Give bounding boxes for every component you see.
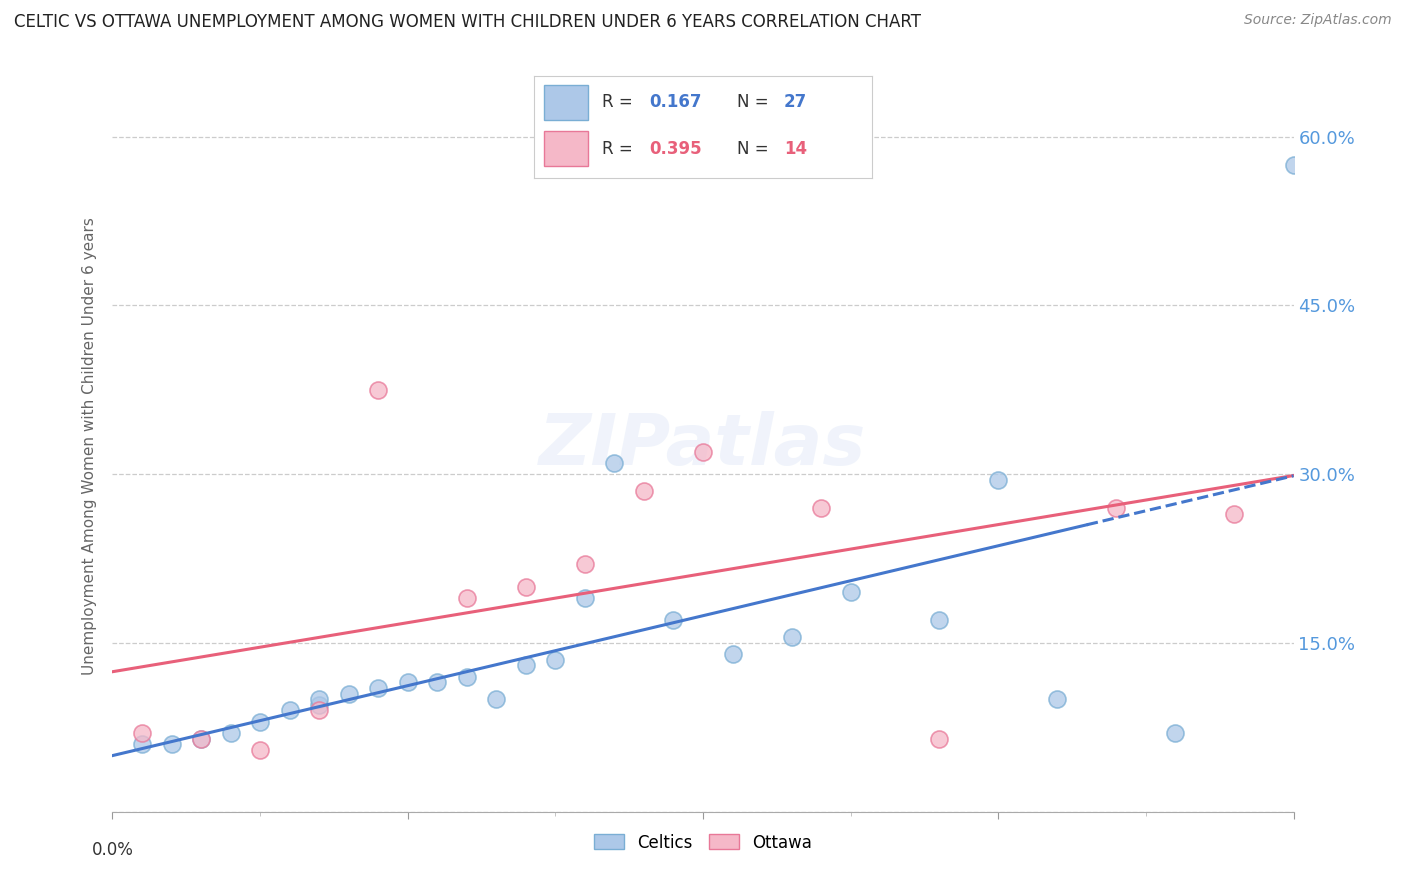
- Point: [1046, 692, 1069, 706]
- Point: [987, 473, 1010, 487]
- Point: [928, 614, 950, 628]
- Point: [367, 383, 389, 397]
- Point: [426, 675, 449, 690]
- Point: [396, 675, 419, 690]
- Bar: [544, 131, 588, 166]
- Point: [456, 670, 478, 684]
- Point: [367, 681, 389, 695]
- Text: 0.0%: 0.0%: [91, 841, 134, 859]
- Point: [603, 456, 626, 470]
- Point: [574, 557, 596, 571]
- Text: 0.167: 0.167: [650, 94, 702, 112]
- Point: [190, 731, 212, 746]
- Point: [131, 737, 153, 751]
- Text: CELTIC VS OTTAWA UNEMPLOYMENT AMONG WOMEN WITH CHILDREN UNDER 6 YEARS CORRELATIO: CELTIC VS OTTAWA UNEMPLOYMENT AMONG WOME…: [14, 13, 921, 31]
- Point: [810, 500, 832, 515]
- Text: 27: 27: [785, 94, 807, 112]
- Point: [574, 591, 596, 605]
- Point: [633, 483, 655, 498]
- Point: [308, 692, 330, 706]
- Point: [278, 703, 301, 717]
- Point: [515, 658, 537, 673]
- Point: [839, 585, 862, 599]
- Point: [692, 444, 714, 458]
- Point: [928, 731, 950, 746]
- Point: [308, 698, 330, 712]
- Text: R =: R =: [602, 94, 633, 112]
- Point: [515, 580, 537, 594]
- Point: [780, 630, 803, 644]
- Point: [544, 653, 567, 667]
- Point: [1105, 500, 1128, 515]
- Point: [485, 692, 508, 706]
- Text: N =: N =: [737, 140, 768, 158]
- Bar: [544, 85, 588, 120]
- Point: [456, 591, 478, 605]
- Point: [249, 743, 271, 757]
- Point: [1164, 726, 1187, 740]
- Text: N =: N =: [737, 94, 768, 112]
- Point: [721, 647, 744, 661]
- Y-axis label: Unemployment Among Women with Children Under 6 years: Unemployment Among Women with Children U…: [82, 217, 97, 675]
- Text: R =: R =: [602, 140, 633, 158]
- Point: [308, 703, 330, 717]
- Point: [662, 614, 685, 628]
- Point: [1223, 507, 1246, 521]
- Point: [219, 726, 242, 740]
- Point: [131, 726, 153, 740]
- Text: Source: ZipAtlas.com: Source: ZipAtlas.com: [1244, 13, 1392, 28]
- Point: [1282, 158, 1305, 172]
- Point: [249, 714, 271, 729]
- Text: ZIPatlas: ZIPatlas: [540, 411, 866, 481]
- Point: [160, 737, 183, 751]
- Legend: Celtics, Ottawa: Celtics, Ottawa: [588, 827, 818, 858]
- Point: [190, 731, 212, 746]
- Text: 14: 14: [785, 140, 807, 158]
- Point: [337, 687, 360, 701]
- Text: 0.395: 0.395: [650, 140, 702, 158]
